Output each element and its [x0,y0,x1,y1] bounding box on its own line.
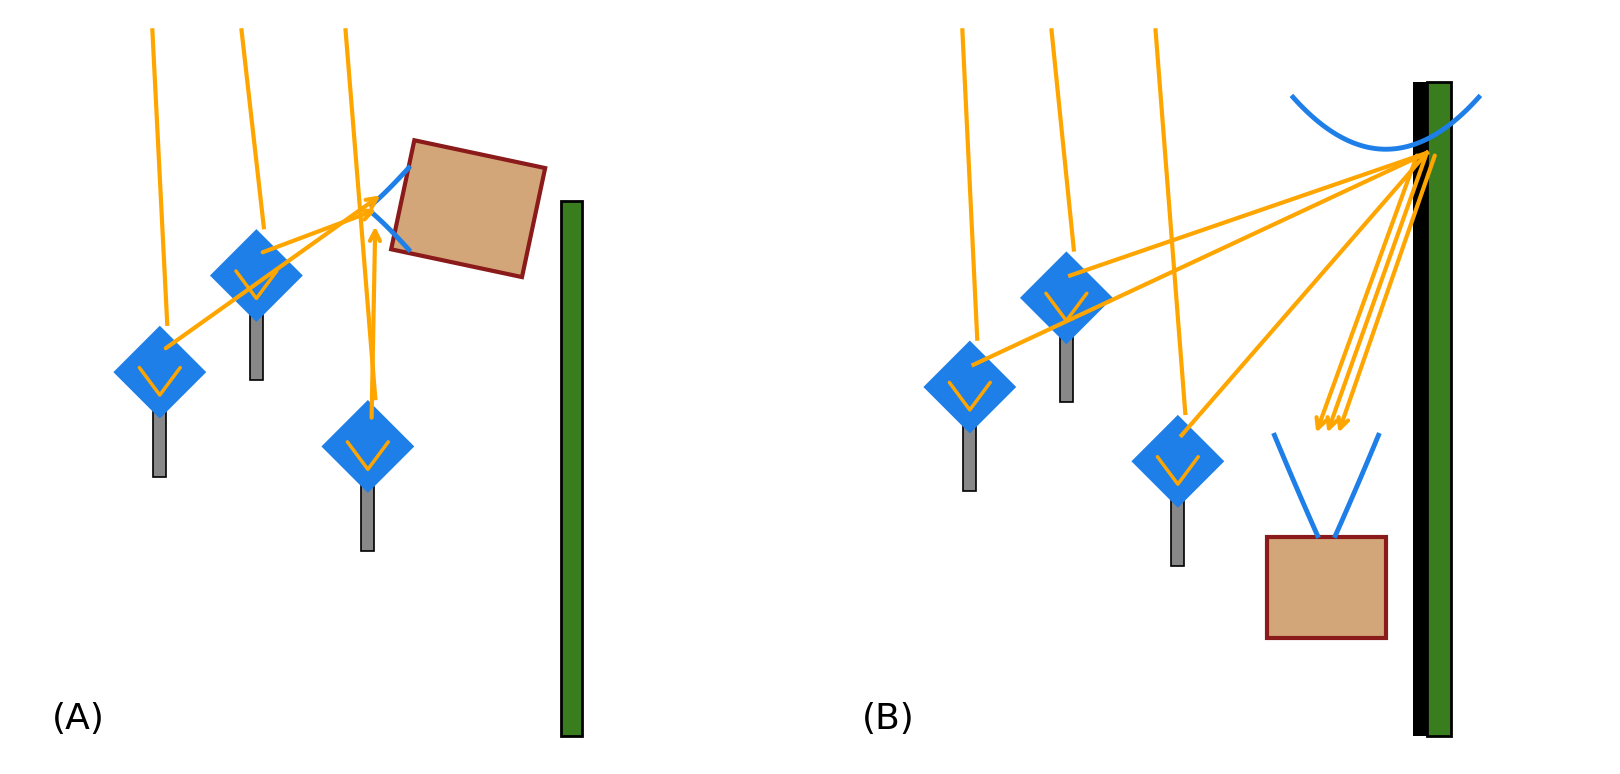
Polygon shape [1132,416,1223,506]
Bar [1171,496,1184,566]
Polygon shape [115,327,204,417]
Polygon shape [322,402,413,491]
Bar [361,481,374,551]
Polygon shape [390,140,546,277]
Polygon shape [1022,253,1111,343]
Bar [964,422,977,491]
Bar [1267,537,1385,638]
Bar [249,310,262,380]
Polygon shape [925,342,1014,432]
Bar [1059,333,1072,402]
Polygon shape [212,231,301,320]
Bar [1427,82,1450,736]
Bar [561,201,582,736]
Bar [154,407,167,477]
Text: (A): (A) [52,702,105,736]
Text: (B): (B) [862,702,915,736]
Bar [1413,82,1427,736]
